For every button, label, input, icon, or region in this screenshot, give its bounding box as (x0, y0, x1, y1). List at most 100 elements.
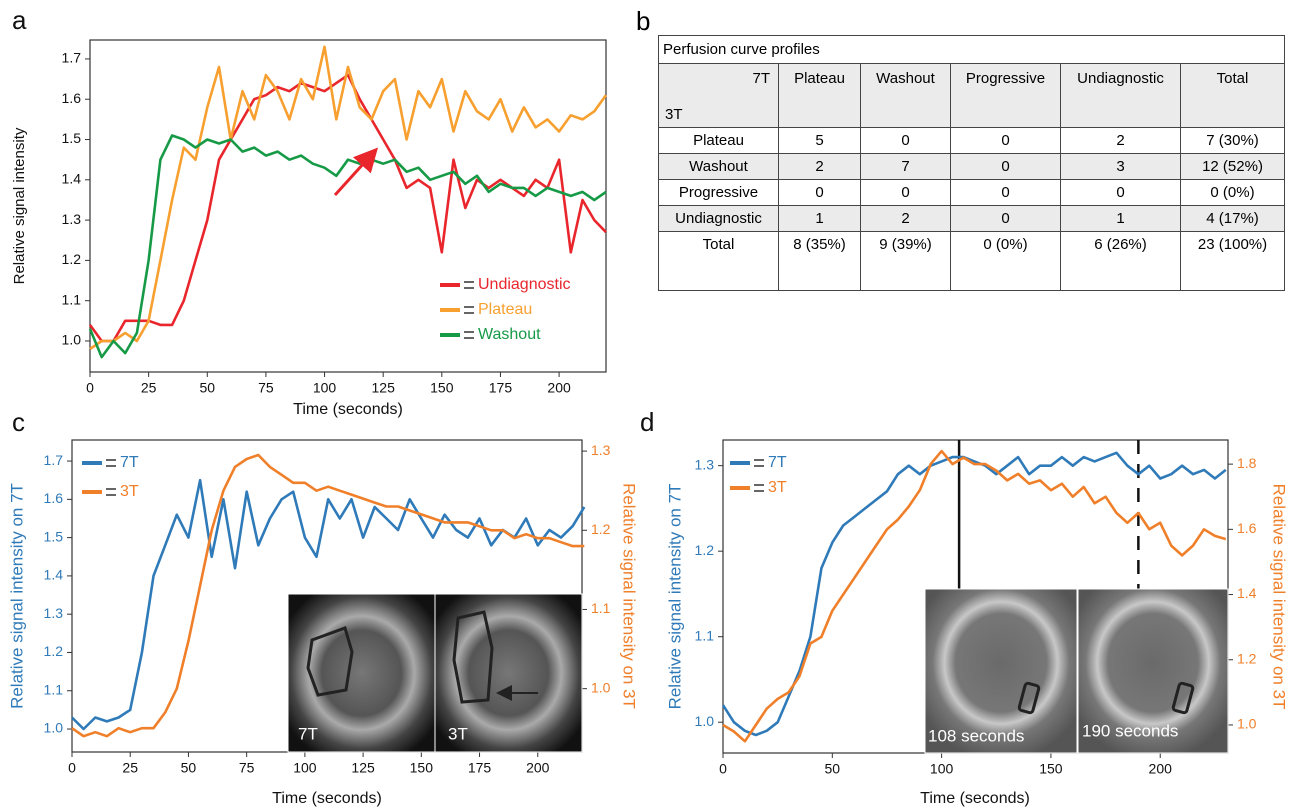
inset-image (434, 593, 583, 753)
table-cell: 0 (860, 179, 951, 206)
corner-top: 7T (752, 70, 770, 87)
x-tick-label: 0 (86, 380, 94, 396)
y2-tick-label: 1.1 (591, 600, 611, 616)
table-cell: 0 (950, 153, 1061, 180)
annotation-arrow (333, 147, 379, 197)
inset-image (287, 593, 436, 753)
x-tick-label: 175 (468, 760, 492, 776)
x-tick-label: 50 (181, 760, 197, 776)
y2-tick-label: 1.0 (591, 679, 611, 695)
table: Perfusion curve profiles 7T 3T Plateau Wa… (657, 35, 1286, 291)
y-tick-label: 1.3 (44, 605, 64, 621)
table-cell: 2 (1060, 127, 1181, 154)
y2-tick-label: 1.2 (591, 521, 611, 537)
y2-tick-label: 1.8 (1237, 455, 1257, 471)
y-tick-label: 1.1 (62, 291, 82, 307)
table-cell: 3 (1060, 153, 1181, 180)
series-line (88, 73, 607, 343)
y-tick-label: 1.5 (44, 528, 64, 544)
table-cell: 7 (30%) (1179, 127, 1286, 154)
inset-image (924, 588, 1078, 754)
y-tick-label: 1.7 (62, 50, 82, 66)
y-tick-label: 1.6 (44, 490, 64, 506)
panel-label: a (12, 5, 27, 35)
column-header: Washout (860, 63, 951, 128)
y-tick-label: 1.7 (44, 452, 64, 468)
y-tick-label: 1.2 (44, 643, 64, 659)
table-row: Undiagnostic 1 2 0 1 4 (17%) (658, 205, 1286, 232)
y2-tick-label: 1.3 (591, 442, 611, 458)
x-tick-label: 25 (122, 760, 138, 776)
table-cell: 12 (52%) (1179, 153, 1286, 180)
y2-axis-label: Relative signal intensity on 3T (620, 483, 639, 709)
legend-label: Washout (478, 326, 541, 343)
y-tick-label: 1.3 (695, 456, 715, 472)
inset-image (1077, 588, 1229, 754)
roi-contour (306, 626, 354, 697)
panel-label: c (12, 407, 25, 437)
y-tick-label: 1.5 (62, 130, 82, 146)
x-tick-label: 75 (258, 380, 274, 396)
y-tick-label: 1.0 (62, 332, 82, 348)
inset-label: 108 seconds (928, 726, 1024, 745)
legend-label: 3T (768, 479, 787, 496)
charts: 0 25 50 75 100 125 150 175 2001.01.11.21.31.41.5… (7, 5, 1288, 807)
table-cell: 1 (778, 205, 861, 232)
y-tick-label: 1.3 (62, 211, 82, 227)
column-header: Total (1179, 63, 1286, 128)
y2-tick-label: 1.4 (1237, 585, 1257, 601)
column-header: Progressive (950, 63, 1061, 128)
y-tick-label: 1.2 (62, 251, 82, 267)
inset-label: 3T (448, 724, 468, 743)
table-cell: 8 (35%) (778, 231, 861, 291)
table-cell: 0 (1060, 179, 1181, 206)
x-tick-label: 100 (313, 380, 337, 396)
plot-frame (89, 39, 607, 373)
row-header: Progressive (658, 179, 779, 206)
y2-tick-label: 1.6 (1237, 520, 1257, 536)
panel-label: d (640, 407, 654, 437)
x-tick-label: 200 (526, 760, 550, 776)
corner-cell: 7T 3T (658, 63, 779, 128)
legend-label: 7T (120, 454, 139, 471)
y-tick-label: 1.0 (695, 713, 715, 729)
series-line (722, 449, 1227, 743)
decorations (333, 147, 379, 197)
column-header: Undiagnostic (1060, 63, 1181, 128)
table-cell: 2 (778, 153, 861, 180)
table-cell: 0 (950, 205, 1061, 232)
x-axis-label: Time (seconds) (293, 401, 403, 418)
table-cell: 0 (0%) (1179, 179, 1286, 206)
y2-tick-label: 1.0 (1237, 716, 1257, 732)
y-tick-label: 1.1 (44, 681, 64, 697)
table-title: Perfusion curve profiles (657, 35, 1286, 64)
panel-label: b (636, 6, 651, 36)
x-tick-label: 175 (489, 380, 513, 396)
y2-tick-label: 1.2 (1237, 650, 1257, 666)
table-cell: 5 (778, 127, 861, 154)
roi-contour (1171, 681, 1195, 715)
table-cell: 1 (1060, 205, 1181, 232)
table-body: Perfusion curve profiles 7T 3T Plateau Wa… (657, 35, 1286, 291)
table-cell: 7 (860, 153, 951, 180)
row-header: Total (658, 231, 779, 291)
table-cell: 0 (778, 179, 861, 206)
x-tick-label: 0 (68, 760, 76, 776)
table-cell: 0 (0%) (950, 231, 1061, 291)
y-tick-label: 1.2 (695, 542, 715, 558)
table-cell: 0 (950, 127, 1061, 154)
table-row: Progressive 0 0 0 0 0 (0%) (658, 179, 1286, 206)
title-row: Perfusion curve profiles (657, 35, 1286, 64)
table-row: Total 8 (35%) 9 (39%) 0 (0%) 6 (26%) 23 (100%… (658, 231, 1286, 291)
x-tick-label: 50 (199, 380, 215, 396)
header-row: 7T 3T Plateau Washout Progressive Undiagnos… (658, 63, 1286, 128)
legend-label: Plateau (478, 301, 532, 318)
y-tick-label: 1.6 (62, 90, 82, 106)
y-tick-label: 1.4 (44, 567, 64, 583)
series-line (88, 134, 607, 359)
series-line (89, 45, 608, 351)
x-tick-label: 50 (825, 761, 841, 777)
series-line (71, 478, 586, 731)
y-tick-label: 1.1 (695, 627, 715, 643)
